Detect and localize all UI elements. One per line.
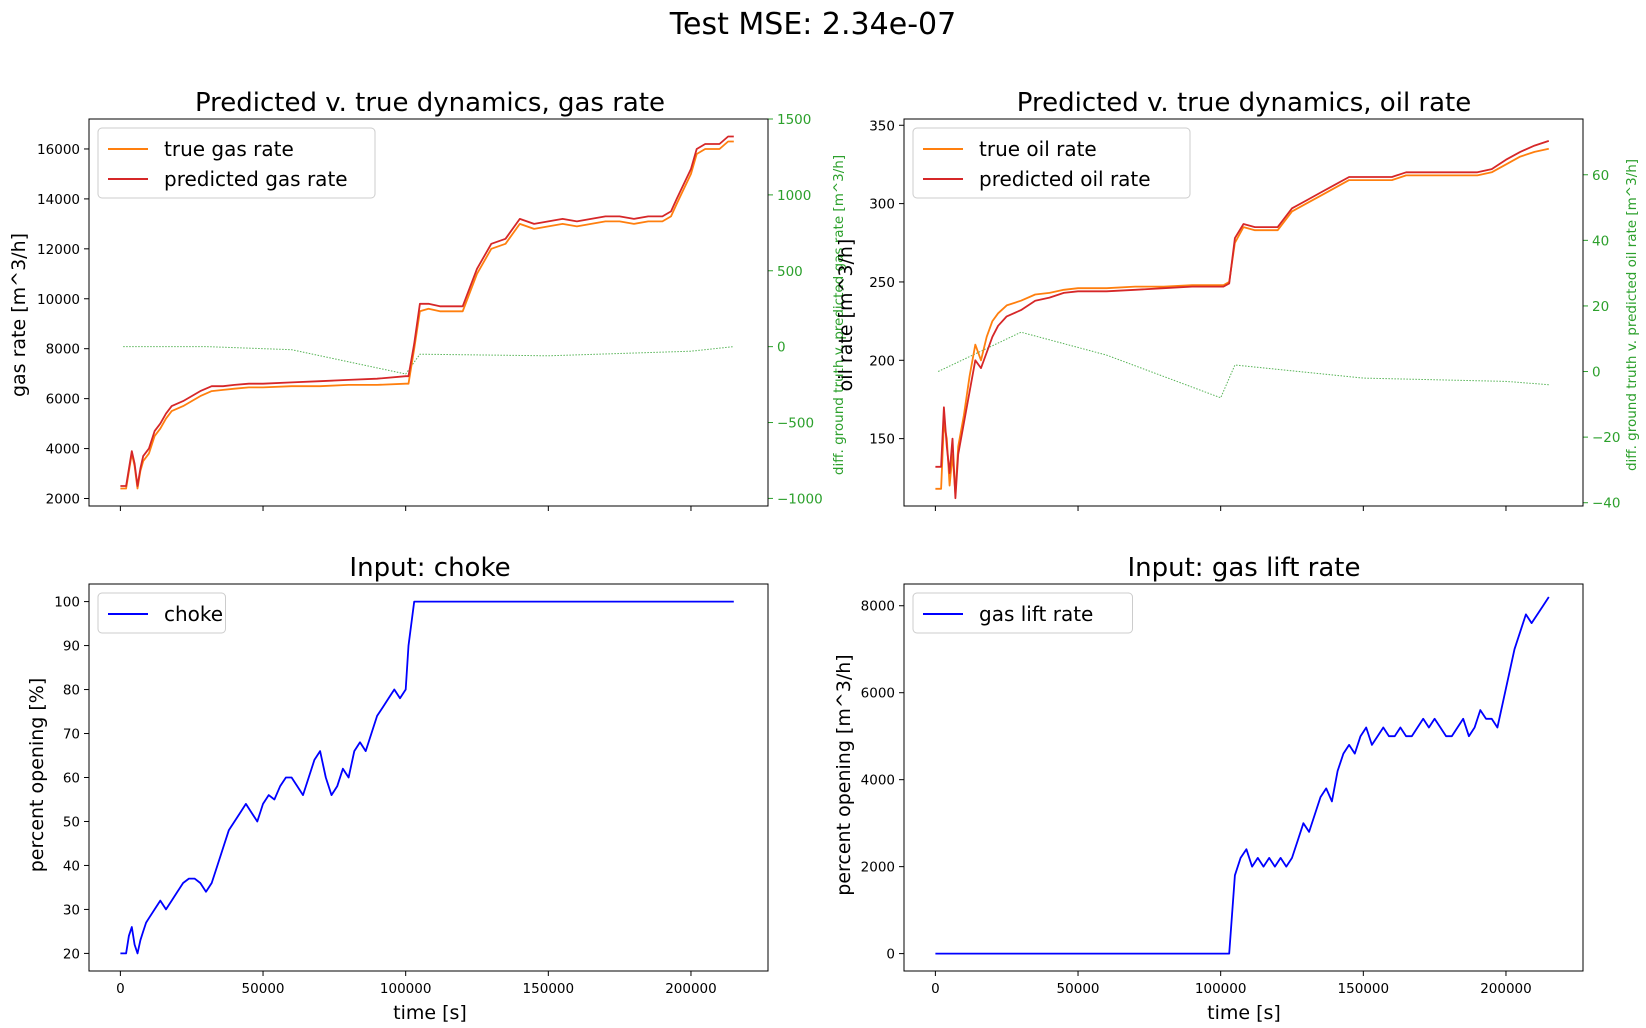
choke-x-tick-label: 200000 — [665, 981, 717, 997]
choke-y-tick-label: 60 — [63, 771, 80, 787]
oil-rate-diff-line — [937, 331, 1549, 399]
choke-title: Input: choke — [349, 553, 510, 583]
gas-lift-y-tick-label: 8000 — [861, 599, 895, 615]
gas-rate-y-tick-label: 16000 — [37, 142, 80, 158]
choke-xlabel: time [s] — [393, 1002, 467, 1024]
gas-rate-right-tick-label: −1000 — [777, 491, 823, 507]
choke-panel: Input: choke percent opening [%] time [s… — [26, 553, 769, 1024]
oil-rate-y-tick-label: 300 — [869, 197, 895, 213]
oil-rate-y-tick-label: 200 — [869, 353, 895, 369]
gas-lift-ylabel: percent opening [m^3/h] — [833, 654, 855, 895]
gas-lift-xlabel: time [s] — [1207, 1002, 1281, 1024]
oil-rate-series-1-line — [935, 140, 1550, 500]
oil-rate-y-tick-label: 150 — [869, 432, 895, 448]
gas-lift-legend-box — [912, 592, 1133, 634]
choke-y-tick-label: 20 — [63, 946, 80, 962]
gas-rate-right-tick-label: 1500 — [777, 112, 811, 128]
gas-lift-y-tick-label: 4000 — [861, 773, 895, 789]
choke-legend-label-0: choke — [164, 602, 223, 626]
gas-rate-y-tick-label: 8000 — [46, 342, 80, 358]
gas-rate-right-tick-label: −500 — [777, 416, 814, 432]
gas-lift-series-0-line — [935, 596, 1550, 955]
choke-y-tick-label: 50 — [63, 814, 80, 830]
oil-rate-ylabel: oil rate [m^3/h] — [835, 239, 857, 392]
gas-rate-right-tick-label: 0 — [777, 340, 786, 356]
gas-rate-diff-ylabel: diff. ground truth v. predicted gas rate… — [831, 155, 847, 475]
gas-rate-y-tick-label: 10000 — [37, 292, 80, 308]
oil-rate-axes-frame — [903, 118, 1584, 507]
gas-rate-y-tick-label: 6000 — [46, 392, 80, 408]
choke-x-tick-label: 150000 — [523, 981, 575, 997]
oil-rate-panel: Predicted v. true dynamics, oil rate oil… — [835, 88, 1640, 512]
gas-rate-right-tick-label: 500 — [777, 264, 803, 280]
oil-rate-right-tick-label: 0 — [1592, 365, 1601, 381]
gas-lift-x-tick-label: 50000 — [1057, 981, 1100, 997]
choke-legend-box — [97, 592, 226, 634]
gas-rate-axes-frame — [88, 118, 769, 507]
gas-lift-title: Input: gas lift rate — [1127, 553, 1360, 583]
gas-rate-legend-label-1: predicted gas rate — [164, 167, 348, 191]
oil-rate-right-tick-label: 60 — [1592, 168, 1609, 184]
oil-rate-y-tick-label: 250 — [869, 275, 895, 291]
gas-rate-legend-label-0: true gas rate — [164, 137, 294, 161]
oil-rate-right-tick-label: 40 — [1592, 233, 1609, 249]
choke-y-tick-label: 90 — [63, 639, 80, 655]
gas-rate-y-tick-label: 4000 — [46, 442, 80, 458]
gas-rate-y-tick-label: 14000 — [37, 192, 80, 208]
gas-rate-diff-line — [123, 346, 734, 375]
choke-y-tick-label: 80 — [63, 683, 80, 699]
choke-x-tick-label: 100000 — [380, 981, 432, 997]
choke-series-0-line — [120, 600, 734, 955]
choke-y-tick-label: 30 — [63, 902, 80, 918]
gas-rate-title: Predicted v. true dynamics, gas rate — [195, 88, 665, 118]
choke-y-tick-label: 40 — [63, 858, 80, 874]
figure-suptitle: Test MSE: 2.34e-07 — [669, 7, 956, 42]
gas-rate-series-1-line — [120, 135, 734, 487]
gas-rate-ylabel: gas rate [m^3/h] — [8, 233, 30, 397]
gas-lift-x-tick-label: 100000 — [1195, 981, 1247, 997]
oil-rate-legend-label-1: predicted oil rate — [979, 167, 1151, 191]
oil-rate-y-tick-label: 350 — [869, 118, 895, 134]
oil-rate-diff-ylabel: diff. ground truth v. predicted oil rate… — [1624, 159, 1640, 471]
gas-lift-panel: Input: gas lift rate percent opening [m^… — [833, 553, 1584, 1024]
oil-rate-right-tick-label: −40 — [1592, 496, 1621, 512]
gas-rate-panel: Predicted v. true dynamics, gas rate gas… — [8, 88, 847, 511]
gas-lift-legend-label-0: gas lift rate — [979, 602, 1093, 626]
gas-rate-legend-box — [97, 127, 376, 199]
oil-rate-right-tick-label: 20 — [1592, 299, 1609, 315]
gas-rate-y-tick-label: 2000 — [46, 492, 80, 508]
oil-rate-title: Predicted v. true dynamics, oil rate — [1017, 88, 1472, 118]
gas-lift-y-tick-label: 2000 — [861, 860, 895, 876]
choke-x-tick-label: 50000 — [242, 981, 285, 997]
gas-rate-right-tick-label: 1000 — [777, 188, 811, 204]
gas-rate-y-tick-label: 12000 — [37, 242, 80, 258]
gas-lift-axes-frame — [903, 583, 1584, 972]
choke-ylabel: percent opening [%] — [26, 678, 48, 873]
choke-y-tick-label: 70 — [63, 727, 80, 743]
oil-rate-series-0-line — [935, 147, 1549, 495]
gas-lift-x-tick-label: 150000 — [1338, 981, 1390, 997]
oil-rate-legend-label-0: true oil rate — [979, 137, 1097, 161]
choke-axes-frame — [88, 583, 769, 972]
gas-lift-y-tick-label: 6000 — [861, 686, 895, 702]
oil-rate-legend-box — [912, 127, 1191, 199]
gas-lift-x-tick-label: 200000 — [1480, 981, 1532, 997]
choke-x-tick-label: 0 — [116, 981, 125, 997]
gas-lift-x-tick-label: 0 — [931, 981, 940, 997]
gas-lift-y-tick-label: 0 — [886, 947, 895, 963]
oil-rate-right-tick-label: −20 — [1592, 430, 1621, 446]
choke-y-tick-label: 100 — [54, 595, 80, 611]
